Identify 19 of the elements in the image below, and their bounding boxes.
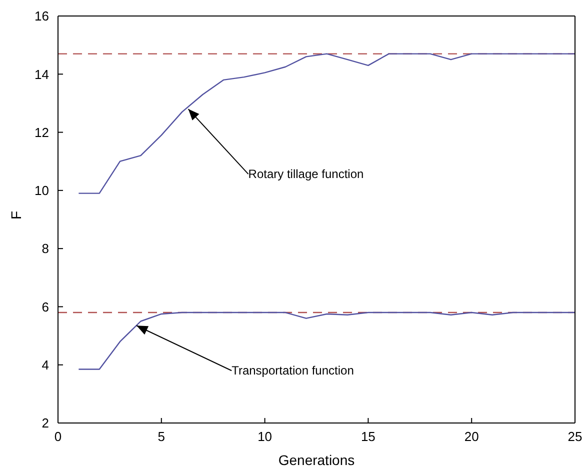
x-tick-label: 5 (158, 429, 166, 444)
x-tick-label: 10 (258, 429, 272, 444)
y-axis-title: F (8, 210, 24, 220)
annotation: Transportation function (232, 364, 354, 378)
y-tick-label: 12 (34, 124, 49, 140)
y-tick-label: 8 (42, 241, 49, 256)
x-tick-label: 20 (464, 429, 479, 444)
y-tick-label: 10 (34, 183, 49, 198)
y-tick-label: 4 (42, 357, 49, 372)
line-series (78, 53, 575, 194)
y-tick-label: 16 (34, 8, 49, 24)
annotation: Rotary tillage function (248, 167, 364, 182)
x-tick-label: 0 (54, 429, 62, 444)
y-tick-label: 14 (34, 66, 49, 82)
x-axis-title: Generations (278, 452, 355, 468)
y-tick-label: 6 (42, 299, 49, 314)
x-tick-label: 15 (360, 429, 376, 444)
x-tick-label: 25 (568, 429, 582, 444)
y-tick-label: 2 (42, 416, 49, 431)
